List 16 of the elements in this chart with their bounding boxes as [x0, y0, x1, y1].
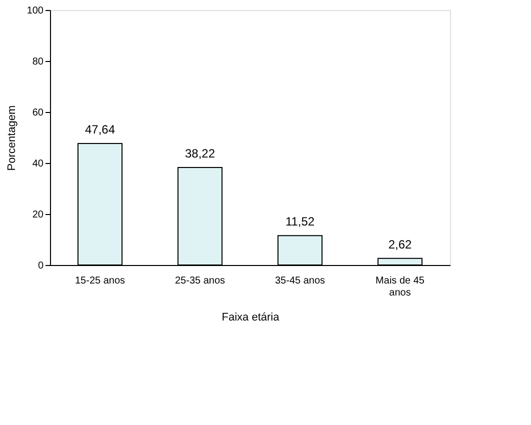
data-label: 38,22	[184, 146, 216, 161]
y-tick-label: 0	[38, 260, 44, 272]
y-tick-label: 100	[26, 6, 44, 16]
x-tick-label: 25-35 anos	[174, 276, 226, 286]
data-label: 2,62	[388, 237, 412, 252]
y-tick-label: 80	[32, 56, 44, 68]
x-tick-label: 15-25 anos	[74, 276, 126, 286]
y-tick-label: 40	[32, 158, 44, 170]
x-tick-label: Mais de 45 anos	[376, 276, 425, 298]
y-tick-label: 60	[32, 108, 44, 118]
x-tick-label: 35-45 anos	[274, 276, 326, 286]
data-label: 11,52	[285, 214, 315, 229]
x-axis-title: Faixa etária	[222, 312, 280, 324]
y-tick-label: 20	[32, 210, 44, 220]
y-axis-title: Porcentagem	[6, 105, 18, 171]
data-label: 47,64	[84, 122, 116, 137]
